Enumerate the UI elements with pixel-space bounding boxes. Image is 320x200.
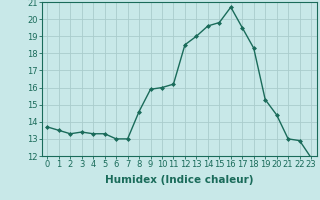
X-axis label: Humidex (Indice chaleur): Humidex (Indice chaleur): [105, 175, 253, 185]
